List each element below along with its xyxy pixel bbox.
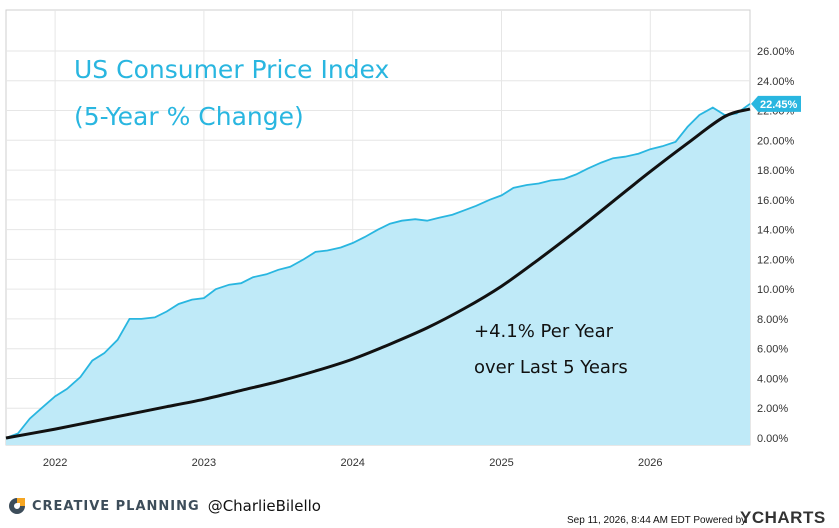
y-tick-label: 26.00% xyxy=(757,46,795,58)
x-tick-label: 2023 xyxy=(192,457,216,469)
y-tick-label: 2.00% xyxy=(757,403,788,415)
x-tick-label: 2024 xyxy=(340,457,364,469)
chart-title: US Consumer Price Index xyxy=(74,55,389,84)
trend-line xyxy=(5,107,751,440)
x-tick-label: 2022 xyxy=(43,457,67,469)
author-handle: @CharlieBilello xyxy=(207,497,321,515)
chart-subtitle: (5-Year % Change) xyxy=(74,102,304,131)
y-tick-label: 12.00% xyxy=(757,254,795,266)
cpi-area xyxy=(6,103,750,446)
y-tick-label: 8.00% xyxy=(757,314,788,326)
last-value-badge: 22.45% xyxy=(751,95,801,112)
last-value-label: 22.45% xyxy=(760,99,798,111)
annotation-line-1: +4.1% Per Year xyxy=(474,321,614,342)
timestamp: Sep 11, 2026, 8:44 AM EDT Powered by xyxy=(567,515,747,526)
creative-planning-logo-icon xyxy=(9,498,25,514)
y-tick-label: 0.00% xyxy=(757,433,788,445)
y-tick-label: 14.00% xyxy=(757,225,795,237)
y-tick-label: 10.00% xyxy=(757,284,795,296)
x-tick-label: 2025 xyxy=(489,457,513,469)
brand: CREATIVE PLANNING @CharlieBilello xyxy=(8,497,321,515)
annotation-line-2: over Last 5 Years xyxy=(474,357,628,378)
footer: CREATIVE PLANNING @CharlieBilello Sep 11… xyxy=(0,490,839,528)
y-tick-label: 24.00% xyxy=(757,76,795,88)
chart: 0.00% 2.00% 4.00% 6.00% 8.00% 10.00% 12.00% 14.… xyxy=(5,9,801,469)
y-tick-label: 16.00% xyxy=(757,195,795,207)
ycharts-logo: YCHARTS xyxy=(740,508,826,527)
brand-name: CREATIVE PLANNING xyxy=(32,498,200,514)
y-tick-label: 4.00% xyxy=(757,373,788,385)
x-axis-ticks: 2022 2023 2024 2025 2026 xyxy=(43,457,663,469)
cpi-line xyxy=(5,103,751,439)
y-tick-label: 6.00% xyxy=(757,344,788,356)
y-tick-label: 18.00% xyxy=(757,165,795,177)
x-tick-label: 2026 xyxy=(638,457,662,469)
y-tick-label: 20.00% xyxy=(757,135,795,147)
